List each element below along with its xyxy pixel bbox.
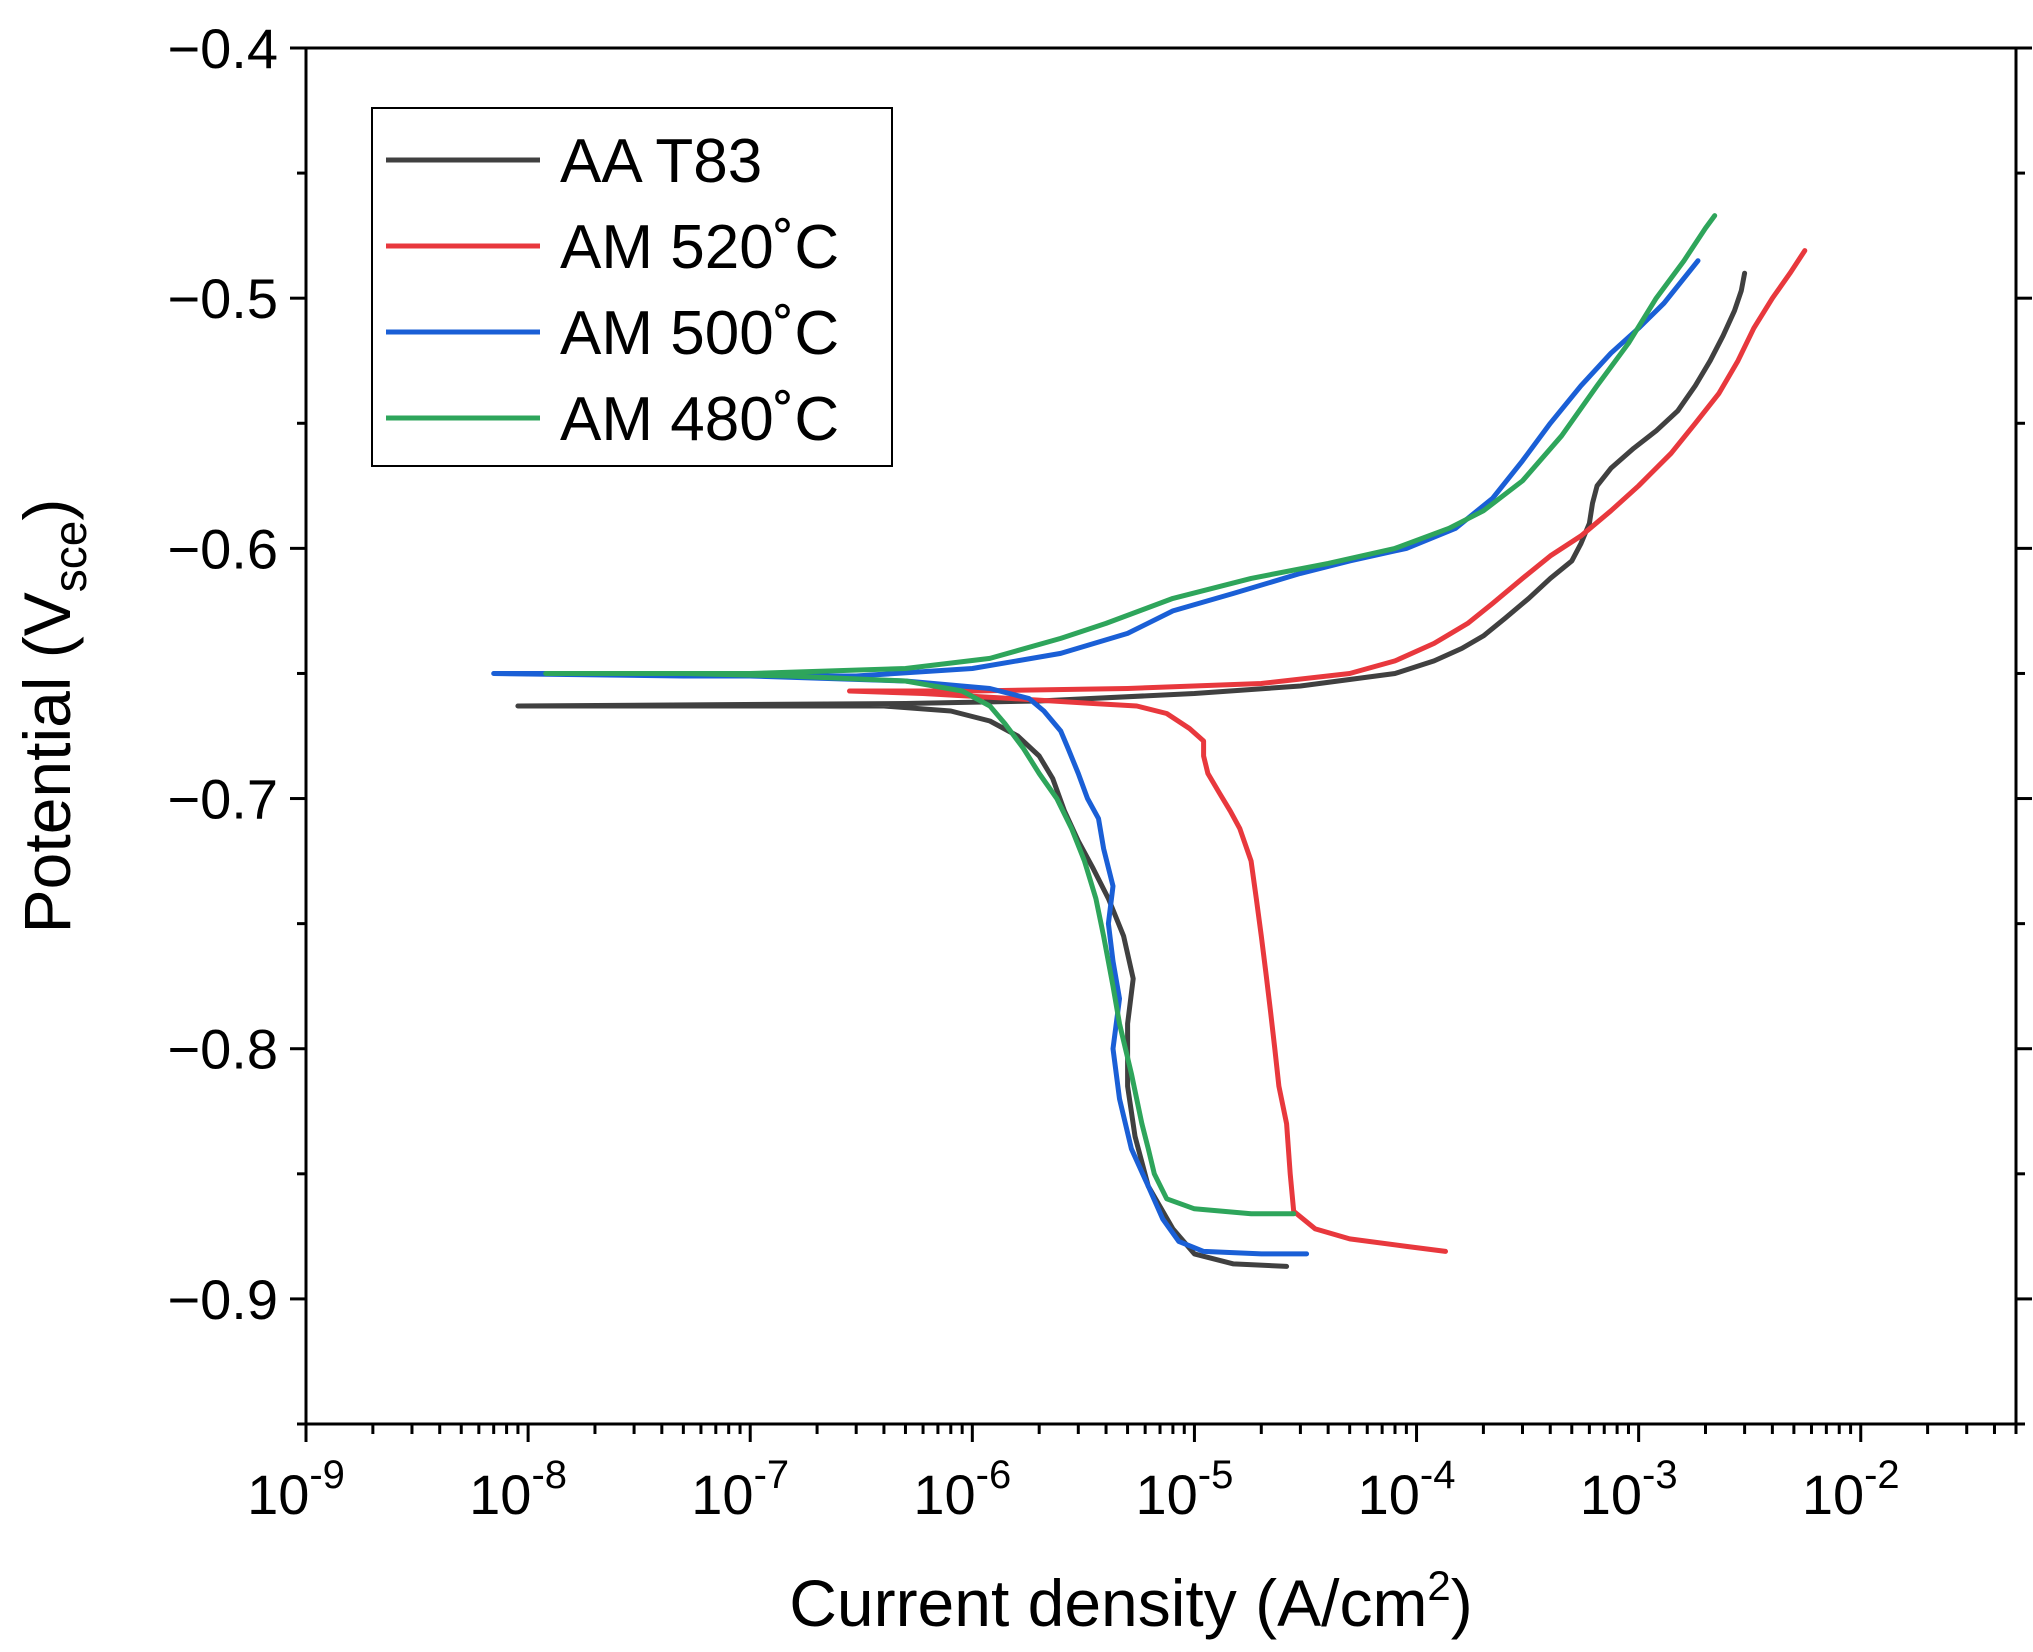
axes-group: −0.4 −0.5 −0.6 −0.7 −0.8 −0.9 10-9 10-8 10-7 10-6… bbox=[167, 17, 2032, 1526]
x-tick-label: 10-7 bbox=[691, 1453, 789, 1526]
y-tick-label: −0.4 bbox=[167, 17, 278, 80]
y-tick-label: −0.6 bbox=[167, 517, 278, 580]
legend-label-1: AA T83 bbox=[560, 127, 762, 196]
x-axis-title-superscript: 2 bbox=[1427, 1562, 1450, 1609]
x-tick-label: 10-3 bbox=[1580, 1453, 1678, 1526]
x-tick-label: 10-8 bbox=[469, 1453, 567, 1526]
y-axis-title-end: ) bbox=[10, 499, 84, 521]
x-axis-title: Current density (A/cm2) bbox=[789, 1562, 1473, 1640]
x-tick-label: 10-6 bbox=[913, 1453, 1011, 1526]
legend-label-4: AM 480˚C bbox=[560, 385, 839, 454]
y-tick-label: −0.5 bbox=[167, 267, 278, 330]
series-line-2 bbox=[847, 248, 1808, 1254]
x-tick-label: 10-9 bbox=[247, 1453, 345, 1526]
x-axis-title-main: Current density (A/cm bbox=[789, 1566, 1427, 1640]
x-tick-label: 10-4 bbox=[1358, 1453, 1456, 1526]
data-series-group bbox=[491, 213, 1808, 1269]
y-axis-title-subscript: sce bbox=[44, 521, 96, 593]
legend: AA T83 AM 520˚C AM 500˚C AM 480˚C bbox=[371, 107, 893, 467]
y-axis-title: Potential (Vsce) bbox=[10, 499, 96, 934]
x-tick-label: 10-2 bbox=[1802, 1453, 1900, 1526]
legend-label-3: AM 500˚C bbox=[560, 299, 839, 368]
y-axis-title-main: Potential (V bbox=[10, 592, 84, 933]
y-tick-label: −0.9 bbox=[167, 1268, 278, 1331]
plot-frame bbox=[304, 46, 2018, 1426]
legend-label-2: AM 520˚C bbox=[560, 213, 839, 282]
legend-box bbox=[371, 107, 893, 467]
y-tick-label: −0.8 bbox=[167, 1018, 278, 1081]
x-tick-label: 10-5 bbox=[1135, 1453, 1233, 1526]
y-tick-label: −0.7 bbox=[167, 768, 278, 831]
x-axis-title-end: ) bbox=[1451, 1566, 1473, 1640]
series-line-4 bbox=[543, 213, 1718, 1217]
